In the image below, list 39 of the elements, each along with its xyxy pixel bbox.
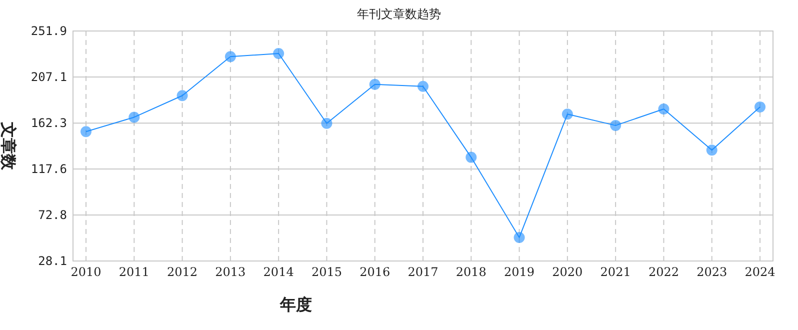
xlabel: 年度 xyxy=(280,295,312,314)
ytick: 117.6 xyxy=(30,162,67,176)
xtick: 2013 xyxy=(215,265,246,279)
ytick: 28.1 xyxy=(38,254,67,268)
xtick: 2024 xyxy=(744,265,776,279)
point xyxy=(321,118,332,129)
xtick: 2015 xyxy=(311,265,342,279)
point xyxy=(369,78,380,90)
ytick: 251.9 xyxy=(30,24,67,38)
point xyxy=(466,152,477,163)
point xyxy=(562,108,573,120)
xtick: 2018 xyxy=(456,265,486,279)
point xyxy=(610,120,622,131)
point xyxy=(273,48,284,60)
point xyxy=(176,90,188,102)
ytick: 72.8 xyxy=(38,208,67,222)
point xyxy=(418,80,428,92)
xtick: 2016 xyxy=(360,265,390,279)
point xyxy=(224,51,236,62)
xtick: 2023 xyxy=(696,265,728,279)
xtick: 2010 xyxy=(70,265,102,279)
point xyxy=(128,112,140,123)
xtick: 2014 xyxy=(263,265,294,279)
ytick: 207.1 xyxy=(30,70,67,84)
xtick: 2012 xyxy=(167,265,198,279)
xtick: 2022 xyxy=(648,265,679,279)
xtick: 2019 xyxy=(504,265,535,279)
ylabel: 文章数 xyxy=(0,122,18,170)
point xyxy=(514,232,525,243)
point xyxy=(80,126,92,138)
point xyxy=(658,104,670,115)
xtick: 2017 xyxy=(408,265,438,279)
ytick: 162.3 xyxy=(30,116,67,130)
xtick: 2011 xyxy=(118,265,150,279)
xtick: 2021 xyxy=(600,265,631,279)
title: 年刊文章数趋势 xyxy=(357,7,441,21)
point xyxy=(706,144,718,156)
xtick: 2020 xyxy=(552,265,583,279)
point xyxy=(754,101,766,112)
